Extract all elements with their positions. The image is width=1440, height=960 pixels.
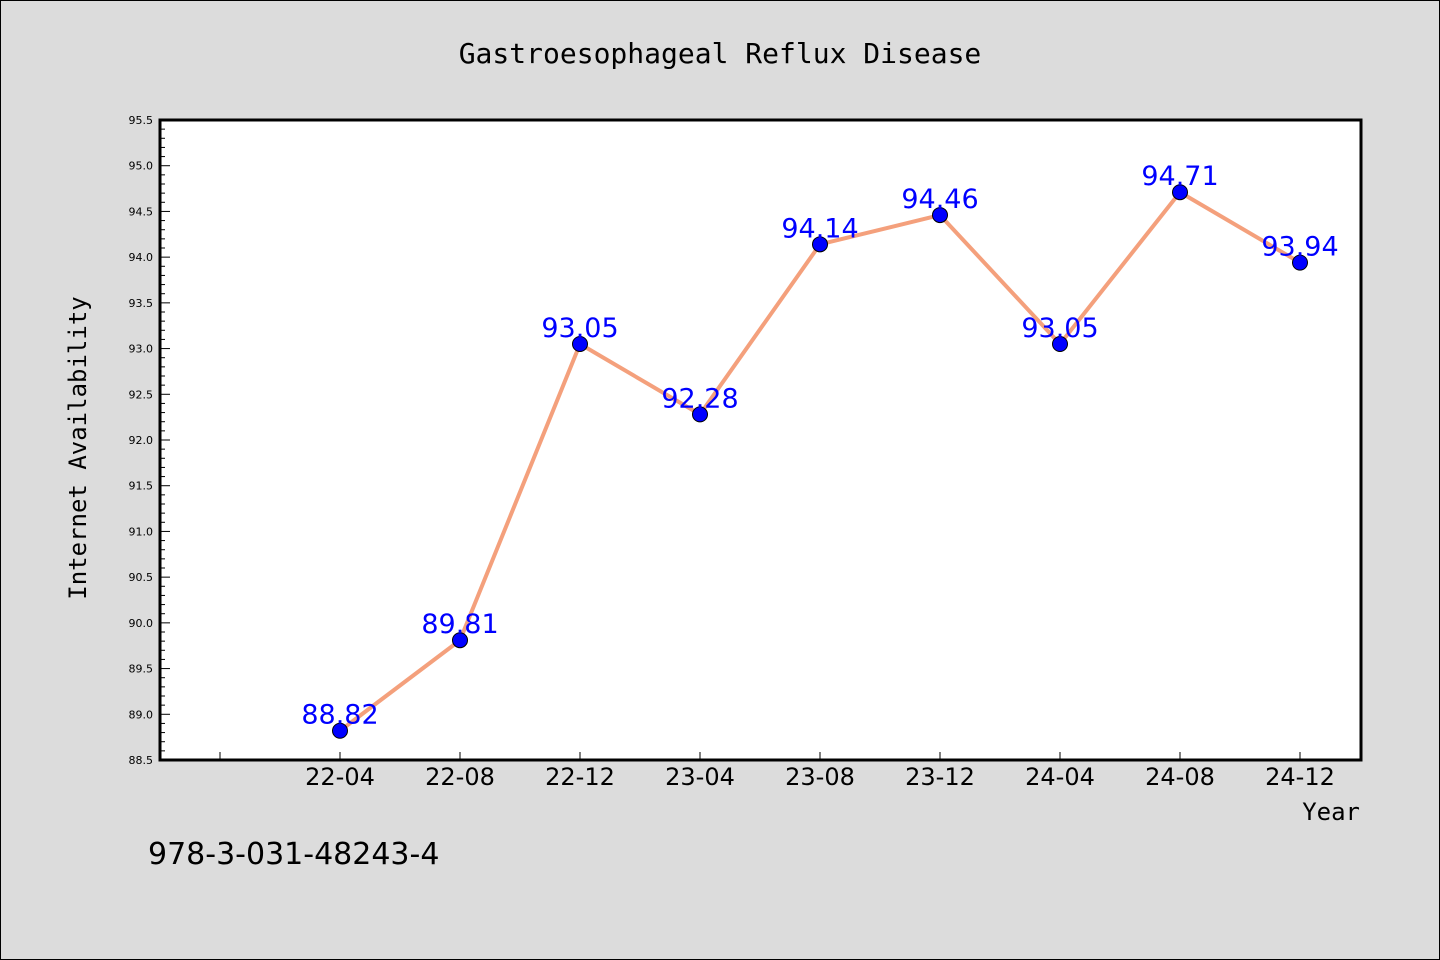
y-tick-label: 90.0 xyxy=(129,617,154,630)
y-tick-label: 95.5 xyxy=(129,114,154,127)
x-tick-label: 22-08 xyxy=(425,763,495,791)
x-tick-label: 24-04 xyxy=(1025,763,1095,791)
data-label: 94.46 xyxy=(901,184,978,215)
x-tick-label: 23-08 xyxy=(785,763,855,791)
data-point xyxy=(812,236,828,253)
y-tick-label: 92.0 xyxy=(129,434,154,447)
y-tick-label: 94.5 xyxy=(129,205,154,218)
x-tick-label: 22-12 xyxy=(545,763,615,791)
y-tick-label: 90.5 xyxy=(129,571,154,584)
y-tick-label: 95.0 xyxy=(129,160,154,173)
data-point xyxy=(452,632,468,649)
y-tick-label: 91.0 xyxy=(129,525,154,538)
x-axis-label: Year xyxy=(1302,798,1360,826)
data-point xyxy=(572,336,588,352)
x-tick-label: 23-04 xyxy=(665,763,735,791)
y-tick-label: 89.5 xyxy=(129,663,154,676)
y-tick-label: 93.5 xyxy=(129,297,154,310)
data-label: 89.81 xyxy=(421,609,498,640)
y-tick-label: 89.0 xyxy=(129,708,154,721)
data-point xyxy=(932,207,948,224)
y-tick-label: 94.0 xyxy=(129,251,154,264)
data-label: 93.94 xyxy=(1261,232,1338,263)
data-point xyxy=(332,722,348,739)
y-tick-label: 88.5 xyxy=(129,754,154,767)
x-tick-label: 22-04 xyxy=(305,763,375,791)
y-axis: 88.5 89.0 89.5 90.0 90.5 91.0 91.5 92.0 92.5 93.0… xyxy=(129,114,170,767)
y-tick-label: 92.5 xyxy=(129,388,154,401)
data-label: 94.14 xyxy=(781,213,858,244)
x-axis: 22-04 22-08 22-12 23-04 23-08 23-12 24-04 24-08… xyxy=(219,752,1335,791)
data-point xyxy=(1292,254,1308,271)
plot-area xyxy=(158,118,1363,762)
series-group: 88.82 89.81 93.05 92.28 94.14 94.46 93.05 94.71… xyxy=(301,161,1339,739)
data-point xyxy=(1052,336,1068,352)
data-label: 94.71 xyxy=(1141,161,1218,192)
y-tick-label: 93.0 xyxy=(129,343,154,356)
x-tick-label: 24-08 xyxy=(1145,763,1215,791)
data-label: 92.28 xyxy=(661,383,738,414)
data-point xyxy=(692,406,708,423)
y-tick-label: 91.5 xyxy=(129,480,154,493)
data-label: 88.82 xyxy=(301,700,378,731)
x-tick-label: 23-12 xyxy=(905,763,975,791)
data-point xyxy=(1172,184,1188,201)
data-label: 93.05 xyxy=(1021,313,1098,344)
isbn-text: 978-3-031-48243-4 xyxy=(148,837,439,872)
data-label: 93.05 xyxy=(541,313,618,344)
x-tick-label: 24-12 xyxy=(1265,763,1335,791)
y-axis-label: Internet Availability xyxy=(64,296,92,599)
chart-title: Gastroesophageal Reflux Disease xyxy=(459,37,982,70)
